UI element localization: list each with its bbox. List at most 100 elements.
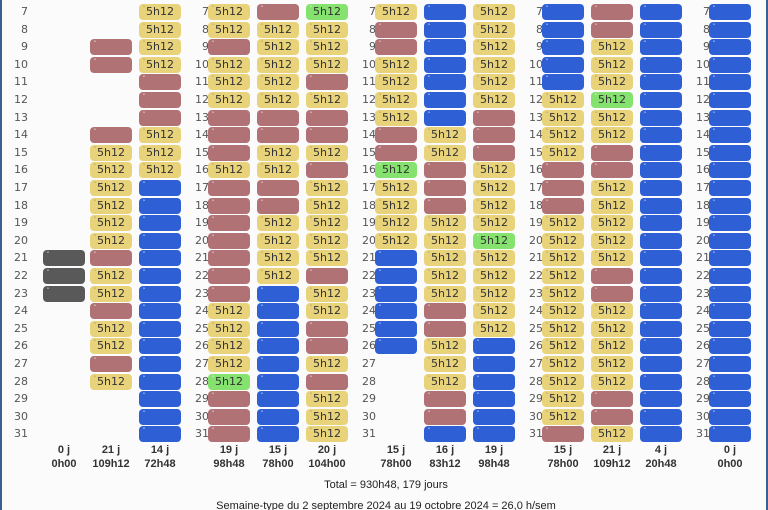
day-cell[interactable]: ᵒ — [90, 39, 132, 56]
day-cell[interactable]: ᵒ 5h12 — [542, 373, 584, 390]
day-cell[interactable]: ᵒ 5h12 — [473, 250, 515, 267]
day-cell[interactable]: ᵒ — [640, 408, 682, 425]
day-cell[interactable]: ᵒ — [473, 426, 515, 443]
day-cell[interactable]: ᵒ 5h12 — [473, 180, 515, 196]
day-cell[interactable]: ᵒ 5h12 — [306, 303, 348, 320]
day-cell[interactable]: ᵒ — [375, 285, 417, 302]
day-cell[interactable]: ᵒ 5h12 — [424, 373, 466, 390]
day-cell[interactable]: ᵒ — [640, 391, 682, 408]
day-cell[interactable]: ᵒ — [90, 356, 132, 372]
day-cell[interactable]: ᵒ 5h12 — [424, 338, 466, 355]
day-cell[interactable]: ᵒ — [306, 127, 348, 144]
day-cell[interactable]: ᵒ — [709, 74, 751, 91]
day-cell[interactable]: ᵒ — [542, 21, 584, 38]
day-cell[interactable]: ᵒ 5h12 — [542, 268, 584, 284]
day-cell[interactable]: ᵒ 5h12 — [257, 268, 299, 284]
day-cell[interactable]: ᵒ — [306, 162, 348, 179]
day-cell[interactable]: ᵒ — [424, 426, 466, 443]
day-cell[interactable]: ᵒ 5h12 — [542, 109, 584, 126]
day-cell[interactable]: ᵒ — [709, 127, 751, 144]
day-cell[interactable]: ᵒ 5h12 — [90, 180, 132, 196]
day-cell[interactable]: ᵒ 5h12 — [473, 268, 515, 284]
day-cell[interactable]: ᵒ — [709, 391, 751, 408]
day-cell[interactable]: ᵒ — [424, 4, 466, 20]
day-cell[interactable]: ᵒ — [424, 92, 466, 108]
day-cell[interactable]: ᵒ 5h12 — [424, 144, 466, 161]
day-cell[interactable]: ᵒ — [375, 39, 417, 56]
day-cell[interactable]: ᵒ — [709, 232, 751, 249]
day-cell[interactable]: ᵒ — [257, 338, 299, 355]
day-cell[interactable]: ᵒ — [591, 162, 633, 179]
day-cell[interactable]: ᵒ 5h12 — [306, 285, 348, 302]
day-cell[interactable]: ᵒ — [640, 356, 682, 372]
day-cell[interactable]: ᵒ 5h12 — [424, 250, 466, 267]
day-cell[interactable]: ᵒ — [257, 109, 299, 126]
day-cell[interactable]: ᵒ — [709, 109, 751, 126]
day-cell[interactable]: ᵒ 5h12 — [139, 4, 181, 20]
day-cell[interactable]: ᵒ — [709, 356, 751, 372]
day-cell[interactable]: ᵒ 5h12 — [257, 39, 299, 56]
day-cell[interactable]: ᵒ 5h12 — [375, 215, 417, 232]
day-cell[interactable]: ᵒ — [424, 162, 466, 179]
day-cell[interactable]: ᵒ 5h12 — [208, 4, 250, 20]
day-cell[interactable]: ᵒ — [591, 285, 633, 302]
day-cell[interactable]: ᵒ 5h12 — [591, 215, 633, 232]
day-cell[interactable]: ᵒ 5h12 — [139, 39, 181, 56]
day-cell[interactable]: ᵒ 5h12 — [306, 92, 348, 108]
day-cell[interactable]: ᵒ 5h12 — [306, 56, 348, 73]
day-cell[interactable]: ᵒ 5h12 — [139, 56, 181, 73]
day-cell[interactable]: ᵒ 5h12 — [591, 338, 633, 355]
day-cell[interactable]: ᵒ — [208, 197, 250, 214]
day-cell[interactable]: ᵒ — [591, 408, 633, 425]
day-cell[interactable]: ᵒ 5h12 — [375, 180, 417, 196]
day-cell[interactable]: ᵒ — [709, 56, 751, 73]
day-cell[interactable]: ᵒ 5h12 — [591, 232, 633, 249]
day-cell[interactable]: ᵒ 5h12 — [473, 21, 515, 38]
day-cell[interactable]: ᵒ — [640, 109, 682, 126]
day-cell[interactable]: ᵒ — [591, 268, 633, 284]
day-cell[interactable]: ᵒ — [591, 391, 633, 408]
day-cell[interactable]: ᵒ 5h12 — [542, 250, 584, 267]
day-cell[interactable]: ᵒ 5h12 — [424, 215, 466, 232]
day-cell[interactable]: ᵒ 5h12 — [591, 373, 633, 390]
day-cell[interactable]: ᵒ — [139, 92, 181, 108]
day-cell[interactable]: ᵒ 5h12 — [90, 373, 132, 390]
day-cell[interactable]: ᵒ 5h12 — [306, 4, 348, 20]
day-cell[interactable]: ᵒ 5h12 — [208, 56, 250, 73]
day-cell[interactable]: ᵒ 5h12 — [139, 144, 181, 161]
day-cell[interactable]: ᵒ 5h12 — [257, 56, 299, 73]
day-cell[interactable]: ᵒ — [375, 144, 417, 161]
day-cell[interactable]: ᵒ 5h12 — [473, 197, 515, 214]
day-cell[interactable]: ᵒ 5h12 — [424, 356, 466, 372]
day-cell[interactable]: ᵒ — [473, 373, 515, 390]
day-cell[interactable]: ᵒ — [424, 56, 466, 73]
day-cell[interactable]: ᵒ 5h12 — [473, 162, 515, 179]
day-cell[interactable]: ᵒ — [424, 391, 466, 408]
day-cell[interactable]: ᵒ — [640, 180, 682, 196]
day-cell[interactable]: ᵒ 5h12 — [375, 232, 417, 249]
day-cell[interactable]: ᵒ — [542, 56, 584, 73]
day-cell[interactable]: ᵒ — [640, 215, 682, 232]
day-cell[interactable]: ᵒ 5h12 — [306, 215, 348, 232]
day-cell[interactable]: ᵒ 5h12 — [306, 197, 348, 214]
day-cell[interactable]: ᵒ — [257, 391, 299, 408]
day-cell[interactable]: ᵒ 5h12 — [208, 373, 250, 390]
day-cell[interactable]: ᵒ 5h12 — [542, 356, 584, 372]
day-cell[interactable]: ᵒ 5h12 — [424, 268, 466, 284]
day-cell[interactable]: ᵒ — [43, 268, 85, 284]
day-cell[interactable]: ᵒ — [640, 56, 682, 73]
day-cell[interactable]: ᵒ 5h12 — [306, 39, 348, 56]
day-cell[interactable]: ᵒ — [424, 21, 466, 38]
day-cell[interactable]: ᵒ 5h12 — [542, 285, 584, 302]
day-cell[interactable]: ᵒ — [640, 144, 682, 161]
day-cell[interactable]: ᵒ — [257, 127, 299, 144]
day-cell[interactable]: ᵒ — [709, 426, 751, 443]
day-cell[interactable]: ᵒ 5h12 — [257, 162, 299, 179]
day-cell[interactable]: ᵒ 5h12 — [591, 180, 633, 196]
day-cell[interactable]: ᵒ 5h12 — [208, 320, 250, 337]
day-cell[interactable]: ᵒ — [208, 109, 250, 126]
day-cell[interactable]: ᵒ — [424, 39, 466, 56]
day-cell[interactable]: ᵒ — [709, 162, 751, 179]
day-cell[interactable]: ᵒ — [640, 285, 682, 302]
day-cell[interactable]: ᵒ — [542, 39, 584, 56]
